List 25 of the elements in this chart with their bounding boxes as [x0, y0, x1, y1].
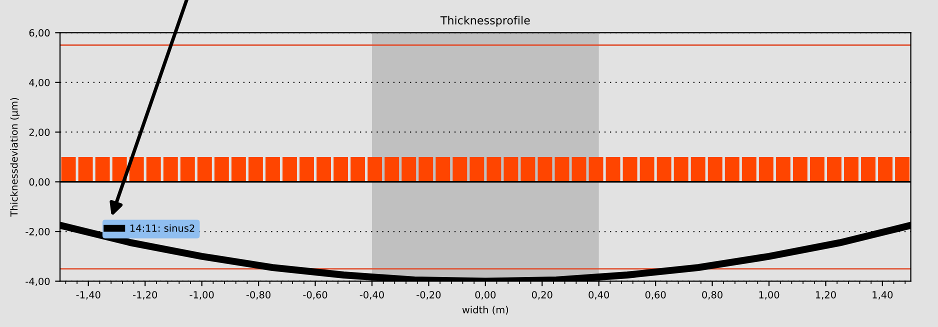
- chart-title: Thicknessprofile: [440, 16, 530, 27]
- x-tick-label: 0,40: [588, 291, 610, 300]
- x-tick-label: 0,20: [532, 291, 552, 300]
- x-tick-label: -0,80: [246, 291, 270, 300]
- y-tick-label: -4,00: [26, 278, 50, 286]
- x-tick-label: -0,40: [360, 291, 384, 300]
- y-tick-label: 4,00: [29, 78, 50, 88]
- x-tick-label: 0,60: [645, 291, 666, 300]
- y-tick-label: 2,00: [29, 128, 50, 137]
- x-tick-label: 1,00: [759, 291, 780, 300]
- x-tick-label: 0,80: [702, 291, 722, 300]
- x-tick-label: -1,20: [133, 291, 158, 300]
- x-tick-label: -1,00: [190, 291, 214, 300]
- y-tick-label: -2,00: [26, 228, 50, 236]
- y-axis-title: Thicknessdeviation (µm): [10, 98, 20, 217]
- x-tick-label: 1,40: [872, 291, 893, 300]
- x-axis-title: width (m): [462, 306, 508, 315]
- y-tick-label: 0,00: [29, 178, 50, 187]
- y-tick-label: 6,00: [29, 29, 50, 38]
- x-tick-label: -0,60: [303, 291, 328, 300]
- x-tick-label: -0,20: [416, 291, 441, 300]
- x-tick-label: -1,40: [76, 291, 100, 300]
- x-tick-label: 1,20: [816, 291, 836, 300]
- legend-label: 14:11: sinus2: [130, 224, 194, 232]
- x-tick-label: 0,00: [475, 291, 496, 300]
